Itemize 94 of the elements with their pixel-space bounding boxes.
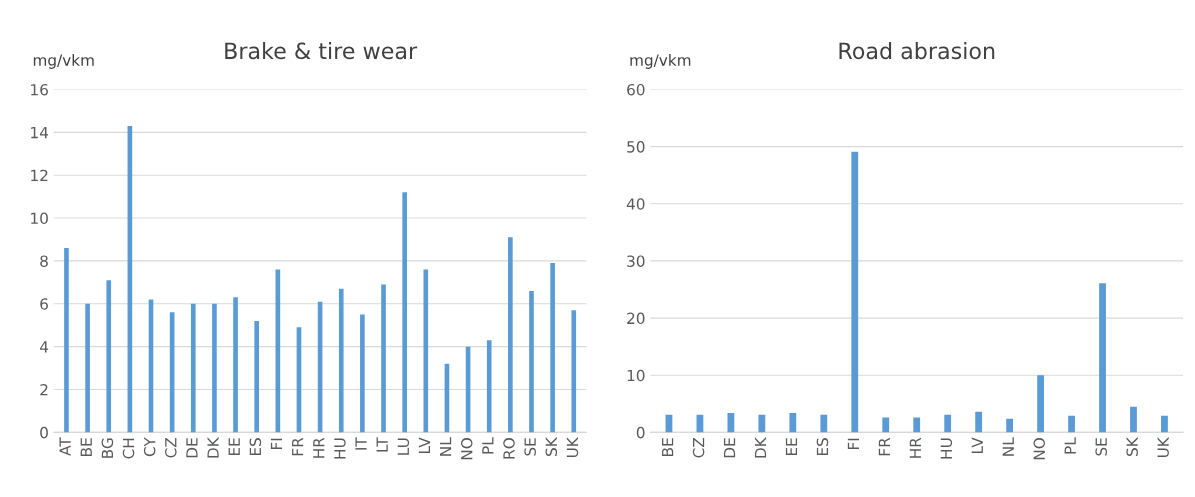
bar [975,411,983,433]
y-tick-label: 14 [31,126,49,139]
bar [402,192,407,433]
y-axis-title: mg/vkm [33,54,94,69]
bar [423,269,429,433]
x-tick-label: CZ [165,437,177,458]
x-tick-label: BE [80,438,92,456]
bar [190,303,196,433]
y-tick-label: 0 [636,426,645,439]
x-tick-label: DE [186,438,198,458]
bar [381,284,386,433]
bar [64,248,69,433]
bar [1099,283,1106,433]
x-tick-label: PL [482,437,494,454]
x-tick-label: BE [662,438,674,456]
bar [508,237,513,433]
y-tick-label: 0 [40,426,48,439]
x-tick-label: FR [292,437,304,456]
bar [212,303,217,433]
x-tick-label: NL [440,437,452,456]
x-tick-label: LT [376,437,388,452]
x-tick-label: UK [1157,436,1169,458]
y-axis-title: mg/vkm [630,54,691,69]
y-tick-label: 6 [40,298,48,310]
bar [758,414,766,433]
bar [338,288,344,433]
y-tick-label: 2 [40,383,48,396]
bar [233,297,238,433]
bar [913,417,921,433]
bar [727,412,735,433]
bar [1130,406,1137,433]
bar [486,340,492,433]
x-tick-label: FI [270,438,283,450]
x-tick-label: DK [207,436,219,458]
chart-title: Road abrasion [839,42,995,60]
bar [106,280,112,433]
x-tick-label: EE [785,438,798,456]
x-tick-label: CH [122,438,135,459]
bar [1068,415,1075,433]
x-tick-label: SK [545,436,558,456]
y-tick-label: 16 [31,83,48,96]
y-tick-label: 20 [627,312,645,325]
bar [1037,375,1044,433]
x-tick-label: HU [940,438,953,459]
x-tick-label: NL [1002,437,1014,456]
x-tick-label: BG [101,438,114,458]
x-tick-label: PL [1064,437,1076,454]
x-tick-label: LV [418,437,431,454]
bar [944,414,952,433]
y-tick-label: 40 [626,198,645,210]
y-tick-label: 10 [627,369,645,382]
x-tick-label: DE [723,438,736,458]
x-tick-label: ES [816,438,829,456]
x-tick-label: CY [143,437,156,457]
bar [254,320,260,433]
x-tick-label: SE [524,438,536,456]
x-tick-label: NO [1033,438,1046,460]
bar [882,417,890,433]
x-tick-label: EE [228,438,240,456]
x-tick-label: IT [355,437,367,450]
y-tick-label: 50 [627,141,645,153]
bar [1161,415,1168,433]
x-tick-label: FI [847,438,859,450]
y-tick-label: 30 [627,255,645,267]
bar [820,414,828,433]
bar [85,303,90,433]
x-tick-label: HR [313,437,325,458]
x-tick-label: LU [397,438,410,455]
x-tick-label: FR [878,437,890,456]
x-tick-label: HR [909,437,921,458]
x-tick-label: CZ [692,437,705,458]
x-tick-label: HU [334,438,346,459]
x-tick-label: RO [503,438,515,459]
x-tick-label: UK [566,436,579,458]
y-tick-label: 60 [627,83,645,96]
y-tick-label: 4 [39,341,49,353]
x-tick-label: AT [59,437,71,456]
y-tick-label: 10 [31,212,48,225]
y-tick-label: 8 [40,255,48,267]
bar [789,412,797,433]
x-tick-label: DK [754,436,767,458]
x-tick-label: SK [1126,436,1138,456]
bar [571,310,577,433]
x-tick-label: ES [249,438,262,456]
x-tick-label: NO [460,438,473,460]
bar [529,290,534,433]
chart-title: Brake & tire wear [225,42,418,60]
y-tick-label: 12 [31,169,48,181]
x-tick-label: LV [971,437,983,454]
bar [550,263,555,433]
bar [1006,418,1014,433]
bar [360,314,365,433]
bar [851,151,859,433]
x-tick-label: SE [1095,438,1107,456]
